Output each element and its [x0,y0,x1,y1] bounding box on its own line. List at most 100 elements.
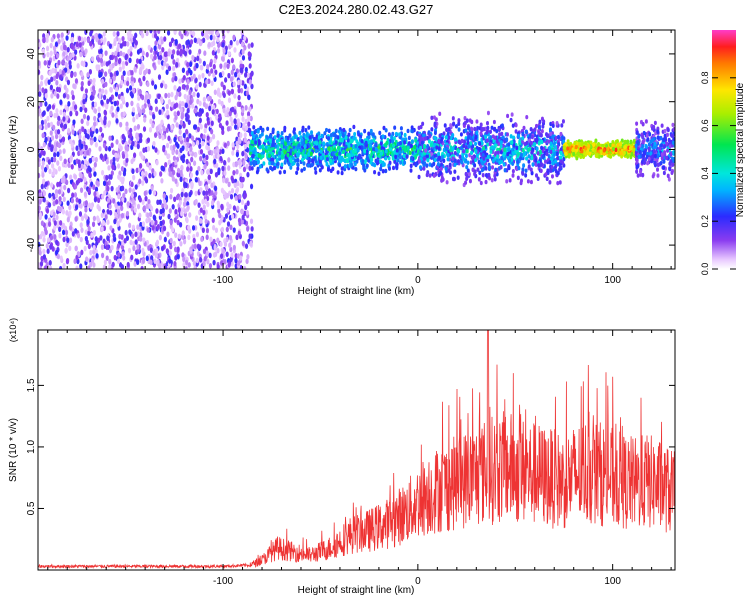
heatmap-cell [446,131,450,137]
heatmap-cell [247,121,251,127]
heatmap-cell [81,126,85,133]
heatmap-cell [121,176,125,183]
heatmap-cell [65,179,69,186]
heatmap-cell [121,64,125,70]
heatmap-cell [74,49,78,55]
heatmap-cell [535,146,539,151]
heatmap-cell [238,138,242,145]
heatmap-cell [540,128,544,134]
heatmap-cell [232,169,236,176]
heatmap-cell [142,205,147,211]
heatmap-cell [153,32,158,39]
heatmap-cell [70,43,74,50]
heatmap-cell [146,98,151,105]
heatmap-cell [245,258,249,265]
heatmap-cell [141,221,146,227]
heatmap-cell [39,80,44,87]
heatmap-cell [536,151,540,156]
heatmap-cell [87,80,91,87]
heatmap-cell [48,103,52,110]
heatmap-cell [171,226,175,233]
heatmap-cell [396,158,400,163]
heatmap-cell [328,139,332,145]
heatmap-cell [380,151,384,156]
heatmap-cell [170,124,174,130]
heatmap-cell [155,208,159,214]
heatmap-cell [183,50,188,57]
heatmap-cell [271,142,275,148]
heatmap-cell [556,156,560,161]
heatmap-cell [170,37,175,44]
heatmap-cell [193,37,197,44]
heatmap-cell [247,51,251,57]
heatmap-cell [479,164,483,170]
heatmap-cell [280,162,284,167]
heatmap-cell [333,155,337,160]
heatmap-cell [102,142,107,149]
heatmap-cell [387,132,391,137]
heatmap-cell [44,101,48,107]
heatmap-cell [111,112,115,118]
heatmap-cell [148,126,153,133]
heatmap-cell [130,181,134,188]
heatmap-cell [226,30,230,34]
heatmap-cell [370,157,374,163]
heatmap-cell [158,234,162,241]
heatmap-cell [514,122,518,128]
heatmap-cell [68,204,72,211]
heatmap-cell [284,145,288,150]
heatmap-cell [134,32,138,39]
heatmap-cell [210,68,214,74]
heatmap-cell [56,33,60,39]
heatmap-cell [44,229,48,236]
heatmap-cell [545,132,549,137]
heatmap-cell [40,220,45,227]
heatmap-cell [409,143,413,149]
heatmap-cell [82,113,87,120]
heatmap-cell [193,124,197,130]
heatmap-cell [38,42,42,48]
heatmap-cell [148,93,152,100]
heatmap-cell [470,119,474,125]
heatmap-cell [516,175,520,181]
heatmap-cell [214,227,219,234]
heatmap-cell [289,137,293,142]
heatmap-cell [98,145,102,152]
heatmap-cell [111,261,115,268]
heatmap-cell [227,181,231,188]
heatmap-cell [110,244,114,251]
heatmap-cell [60,45,64,51]
heatmap-cell [265,167,269,172]
heatmap-cell [401,137,405,142]
heatmap-cell [170,53,174,60]
heatmap-cell [86,71,90,78]
heatmap-cell [144,176,148,182]
heatmap-cell [430,163,434,168]
heatmap-cell [55,198,59,205]
heatmap-cell [220,81,224,88]
heatmap-cell [517,166,521,171]
heatmap-cell [120,166,125,172]
heatmap-cell [248,233,252,240]
heatmap-cell [102,180,107,187]
heatmap-cell [529,167,533,172]
heatmap-cell [145,255,149,262]
heatmap-cell [292,141,296,146]
heatmap-cell [66,46,70,53]
heatmap-cell [80,80,84,87]
heatmap-cell [89,131,94,137]
heatmap-cell [459,145,463,151]
heatmap-cell [83,191,88,198]
heatmap-cell [125,101,129,108]
heatmap-cell [117,251,121,258]
heatmap-cell [128,187,132,193]
heatmap-cell [381,134,385,139]
heatmap-cell [315,141,319,146]
heatmap-cell [93,115,97,122]
heatmap-cell [181,84,185,90]
heatmap-cell [166,30,171,36]
heatmap-cell [194,151,198,158]
heatmap-cell [192,91,196,98]
heatmap-cell [232,244,236,251]
heatmap-cell [398,140,402,146]
